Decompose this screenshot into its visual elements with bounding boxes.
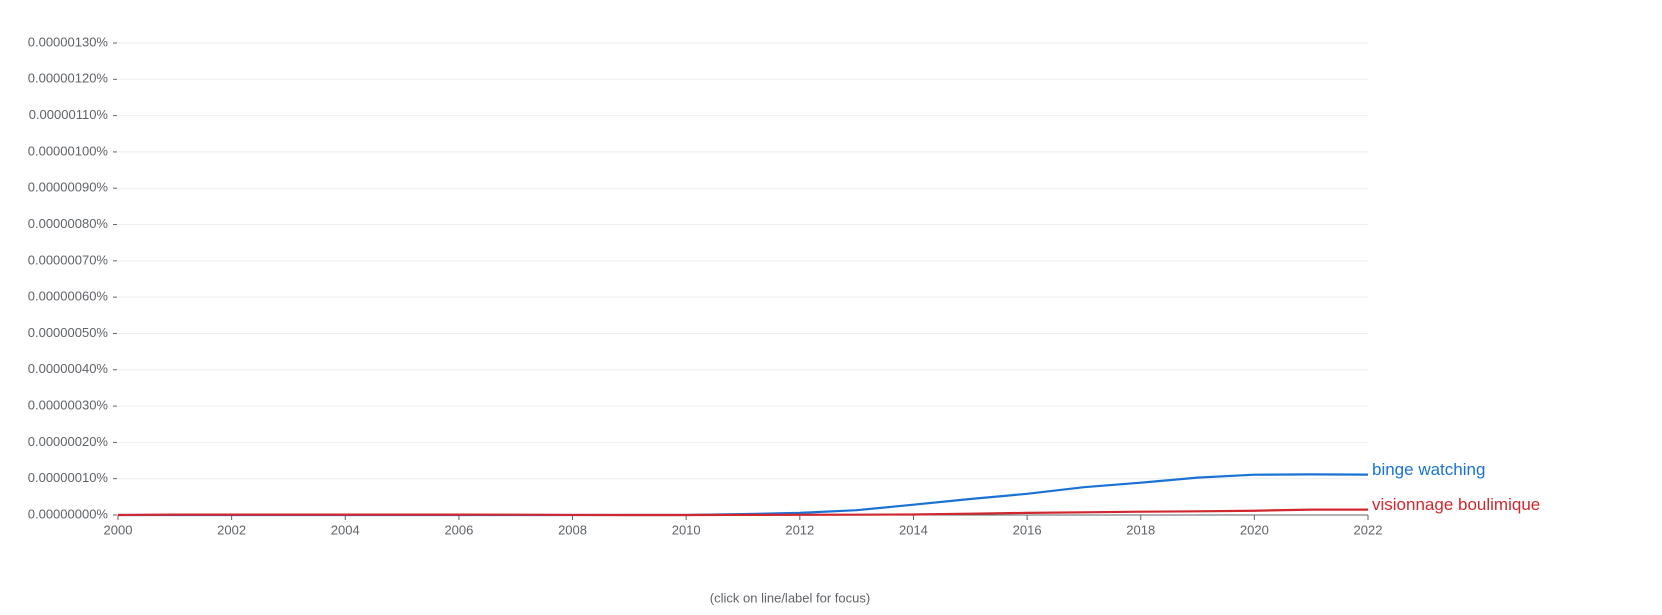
x-tick-label: 2010	[672, 522, 701, 537]
series-label[interactable]: binge watching	[1372, 460, 1485, 479]
y-tick-label: 0.00000010%	[28, 470, 109, 485]
x-tick-label: 2022	[1354, 522, 1383, 537]
y-tick-label: 0.00000060%	[28, 289, 109, 304]
y-tick-label: 0.00000080%	[28, 216, 109, 231]
y-tick-label: 0.00000020%	[28, 434, 109, 449]
y-tick-label: 0.00000110%	[29, 107, 109, 122]
x-tick-label: 2008	[558, 522, 587, 537]
series-line[interactable]	[117, 508, 1369, 517]
y-tick-label: 0.00000050%	[28, 325, 109, 340]
y-tick-label: 0.00000040%	[28, 361, 109, 376]
series-label[interactable]: visionnage boulimique	[1372, 495, 1540, 514]
x-tick-label: 2014	[899, 522, 928, 537]
x-tick-label: 2006	[444, 522, 473, 537]
series-line[interactable]	[118, 473, 1369, 517]
x-tick-label: 2016	[1013, 522, 1042, 537]
y-tick-label: 0.00000030%	[28, 398, 109, 413]
y-tick-label: 0.00000130%	[28, 34, 109, 49]
x-tick-label: 2012	[785, 522, 814, 537]
x-tick-label: 2020	[1240, 522, 1269, 537]
y-tick-label: 0.00000120%	[28, 71, 109, 86]
x-tick-label: 2002	[217, 522, 246, 537]
y-tick-label: 0.00000000%	[28, 506, 109, 521]
y-tick-label: 0.00000070%	[28, 252, 109, 267]
y-tick-label: 0.00000090%	[28, 180, 109, 195]
x-tick-label: 2000	[104, 522, 133, 537]
footnote: (click on line/label for focus)	[710, 590, 870, 605]
y-tick-label: 0.00000100%	[28, 143, 109, 158]
x-tick-label: 2004	[331, 522, 360, 537]
x-tick-label: 2018	[1126, 522, 1155, 537]
